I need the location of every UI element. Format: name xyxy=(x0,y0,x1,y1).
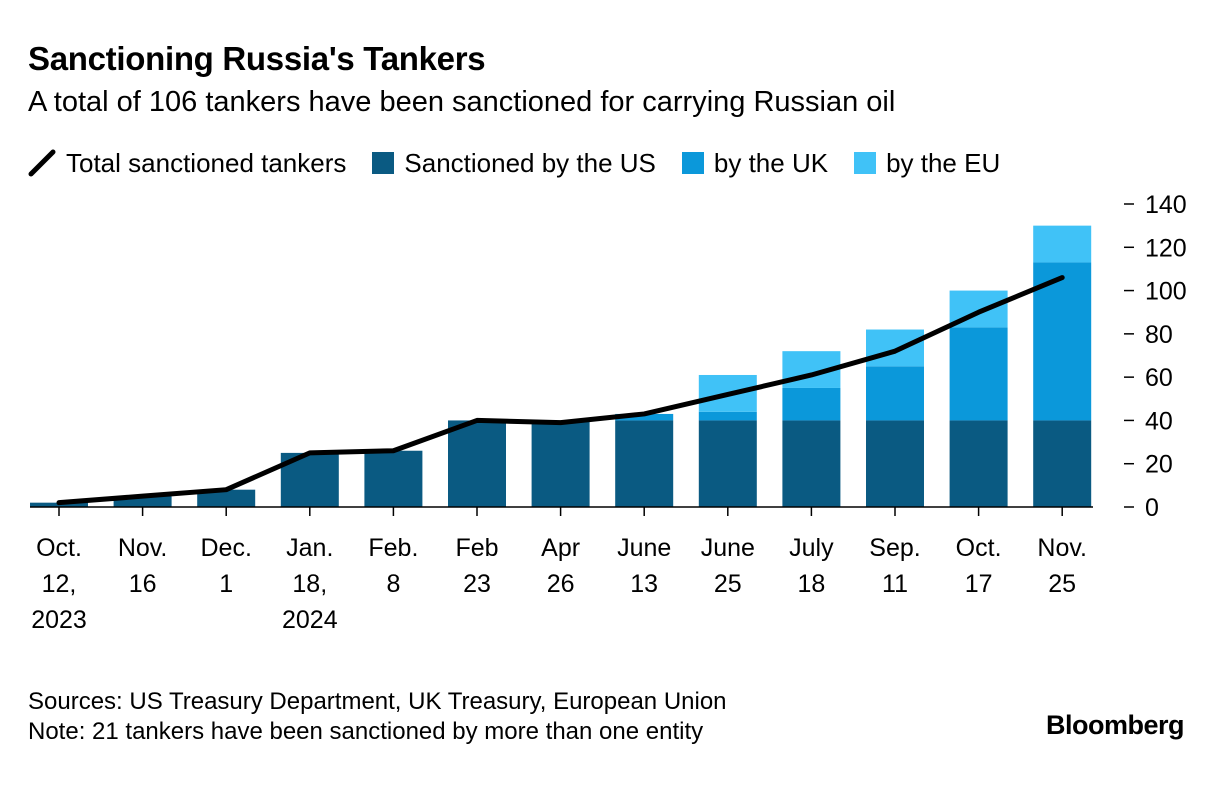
x-tick-label-9: July 18 xyxy=(789,534,834,598)
bar-uk-11 xyxy=(949,327,1008,421)
bar-us-5 xyxy=(448,420,506,507)
legend: Total sanctioned tankers Sanctioned by t… xyxy=(28,145,1026,181)
y-tick-label-60: 60 xyxy=(1145,364,1173,392)
legend-item-us: Sanctioned by the US xyxy=(372,148,656,179)
bloomberg-logo: Bloomberg xyxy=(1045,710,1185,740)
x-tick-label-10: Sep. 11 xyxy=(869,534,920,598)
bar-uk-10 xyxy=(866,366,924,421)
legend-item-total: Total sanctioned tankers xyxy=(28,148,346,179)
legend-item-eu: by the EU xyxy=(854,148,1000,179)
y-tick-label-40: 40 xyxy=(1145,407,1173,435)
x-tick-label-11: Oct. 17 xyxy=(956,534,1002,598)
y-tick-label-20: 20 xyxy=(1145,451,1173,479)
total-sanctioned-line xyxy=(56,275,1065,506)
x-tick-label-1: Nov. 16 xyxy=(118,534,168,598)
x-tick-label-0: Oct. 12, 2023 xyxy=(31,534,87,634)
legend-label-us: Sanctioned by the US xyxy=(404,147,656,178)
bar-us-6 xyxy=(531,420,590,507)
bar-us-10 xyxy=(866,420,924,507)
x-tick-label-5: Feb 23 xyxy=(455,534,498,598)
legend-label-eu: by the EU xyxy=(886,147,1001,178)
legend-label-uk: by the UK xyxy=(713,147,829,178)
bar-eu-10 xyxy=(866,329,924,367)
source-text: Sources: US Treasury Department, UK Trea… xyxy=(28,688,727,715)
note-text: Note: 21 tankers have been sanctioned by… xyxy=(28,718,704,745)
legend-swatch-uk xyxy=(681,152,704,174)
bar-uk-9 xyxy=(782,387,841,421)
bar-us-11 xyxy=(949,420,1008,507)
bar-us-4 xyxy=(364,450,423,507)
x-tick-label-4: Feb. 8 xyxy=(368,534,418,598)
x-tick-label-12: Nov. 25 xyxy=(1037,534,1087,598)
legend-label-total: Total sanctioned tankers xyxy=(66,147,347,178)
chart-title: Sanctioning Russia's Tankers xyxy=(28,40,486,77)
y-tick-label-0: 0 xyxy=(1145,494,1159,522)
chart-subtitle: A total of 106 tankers have been sanctio… xyxy=(28,86,896,118)
legend-swatch-eu xyxy=(854,152,877,174)
bar-us-7 xyxy=(615,420,674,507)
x-tick-label-3: Jan. 18, 2024 xyxy=(282,534,338,634)
y-tick-label-120: 120 xyxy=(1145,234,1187,262)
y-tick-label-100: 100 xyxy=(1145,278,1187,306)
y-tick-label-80: 80 xyxy=(1145,321,1173,349)
bar-uk-12 xyxy=(1033,262,1092,421)
bar-us-1 xyxy=(113,496,172,507)
x-tick-label-8: June 25 xyxy=(701,534,755,598)
legend-line-icon xyxy=(28,149,56,177)
x-tick-label-7: June 13 xyxy=(617,534,671,598)
x-tick-label-6: Apr 26 xyxy=(541,534,580,598)
bar-eu-12 xyxy=(1033,225,1092,263)
y-tick-label-140: 140 xyxy=(1145,191,1187,219)
legend-item-uk: by the UK xyxy=(681,147,829,179)
bar-uk-7 xyxy=(615,413,674,421)
bar-uk-8 xyxy=(698,411,757,421)
legend-swatch-us xyxy=(372,152,395,174)
bar-us-9 xyxy=(782,420,841,507)
bar-us-8 xyxy=(698,420,757,507)
bar-us-2 xyxy=(197,489,256,507)
x-tick-label-2: Dec. 1 xyxy=(200,534,251,598)
bar-us-12 xyxy=(1033,420,1092,507)
